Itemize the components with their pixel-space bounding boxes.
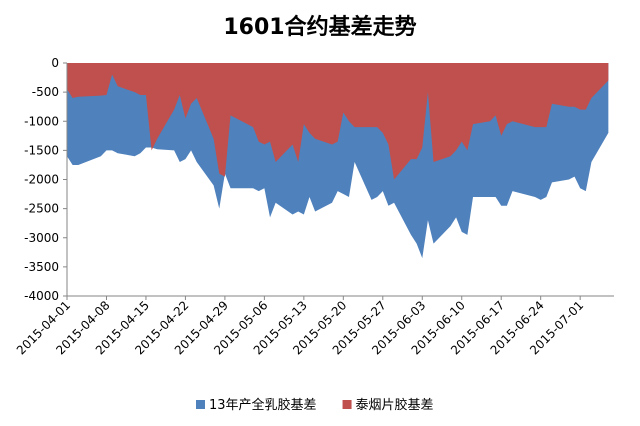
y-tick-label: -3500 xyxy=(24,260,59,274)
y-tick-label: -1500 xyxy=(24,143,59,157)
y-tick-label: -500 xyxy=(32,85,59,99)
y-tick-label: -2000 xyxy=(24,173,59,187)
x-axis: 2015-04-012015-04-082015-04-152015-04-22… xyxy=(14,295,614,357)
legend-label-1: 13年产全乳胶基差 xyxy=(209,397,317,413)
chart-title: 1601合约基差走势 xyxy=(223,14,416,40)
y-tick-label: -2500 xyxy=(24,202,59,216)
y-tick-label: -3000 xyxy=(24,231,59,245)
y-tick-label: -4000 xyxy=(24,289,59,303)
legend-label-2: 泰烟片胶基差 xyxy=(356,397,434,413)
y-tick-label: -1000 xyxy=(24,114,59,128)
legend-swatch-1 xyxy=(196,400,205,409)
series-area-2 xyxy=(67,63,609,180)
y-tick-label: 0 xyxy=(51,56,59,70)
plot-area xyxy=(67,63,609,259)
legend: 13年产全乳胶基差 泰烟片胶基差 xyxy=(196,397,434,413)
y-axis: 0 -500 -1000 -1500 -2000 -2500 -3000 -3500 -4000 xyxy=(24,56,68,303)
legend-swatch-2 xyxy=(342,400,352,409)
